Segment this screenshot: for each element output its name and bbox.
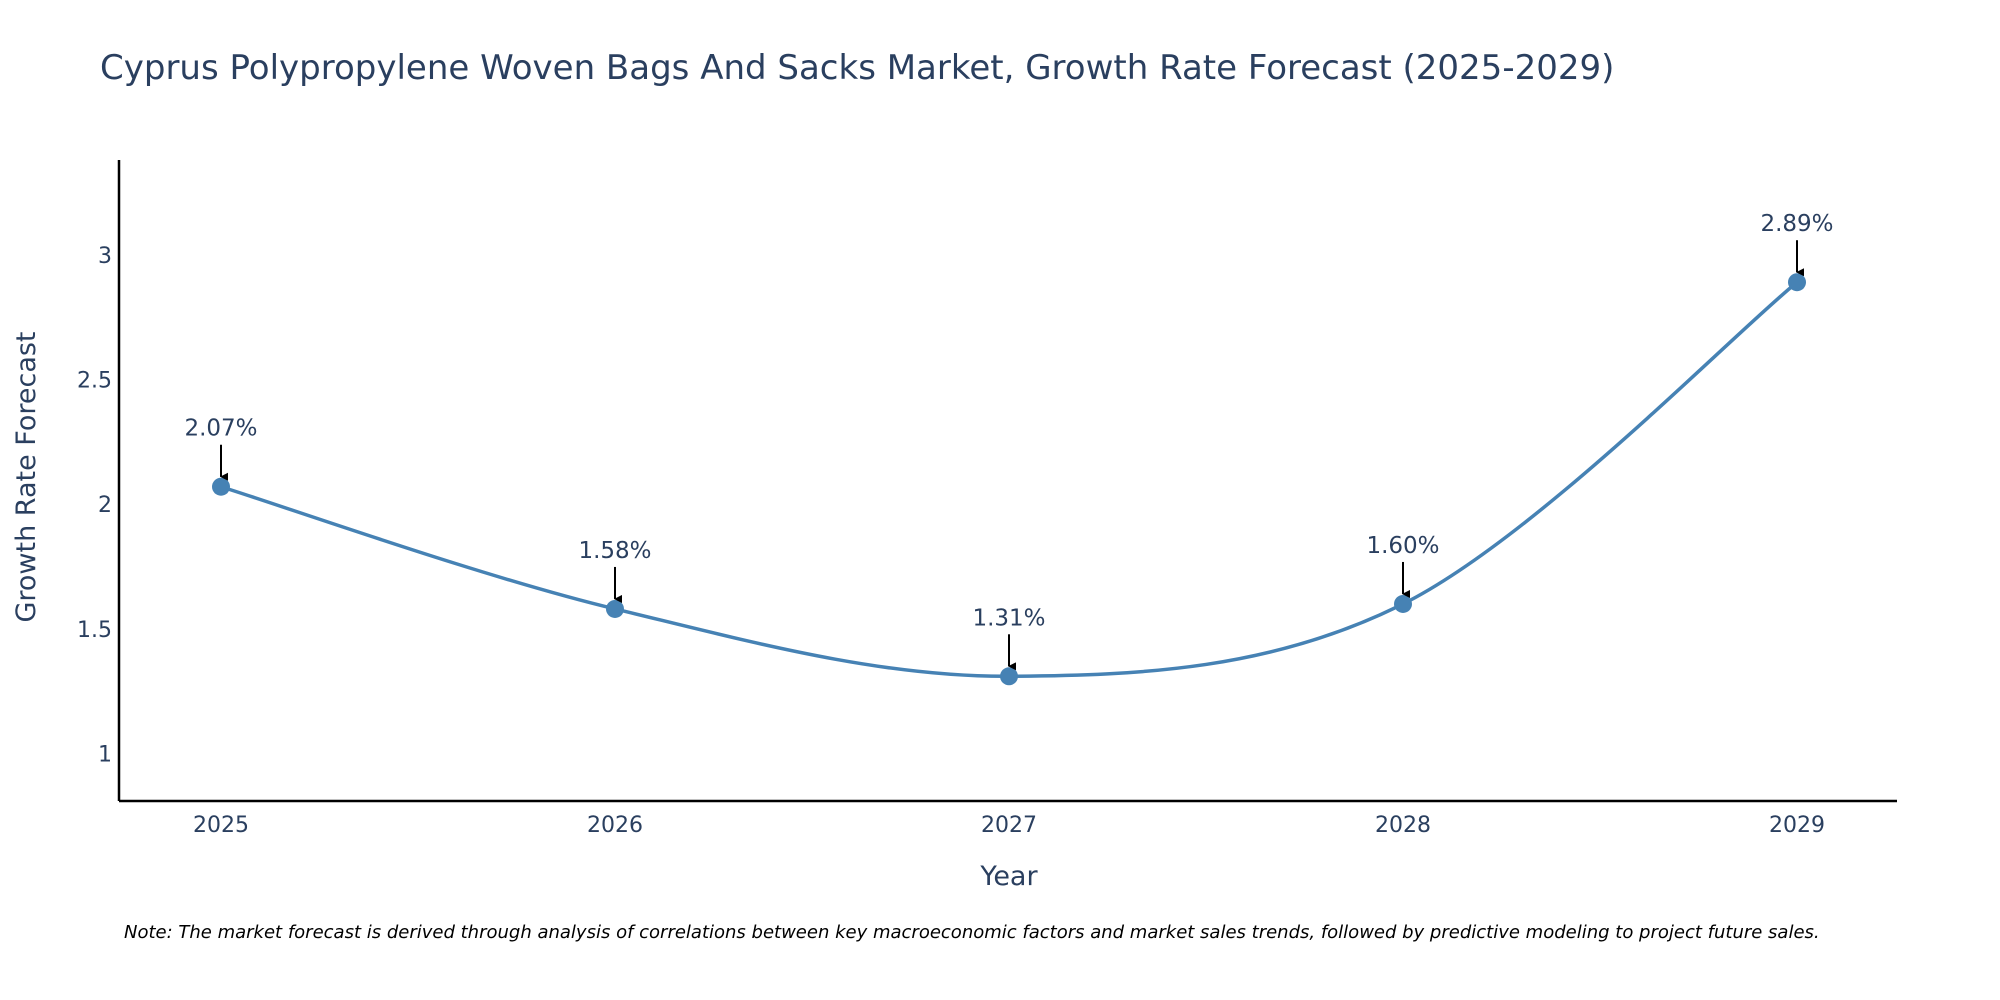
data-label: 1.58% [578,538,651,564]
data-point[interactable] [212,477,230,496]
chart-title: Cyprus Polypropylene Woven Bags And Sack… [100,48,1614,88]
data-point[interactable] [1000,667,1018,686]
x-tick-label: 2027 [981,813,1037,838]
data-label: 1.60% [1366,533,1439,559]
x-axis-title: Year [979,861,1038,892]
plot-area: 1 1.5 2 2.5 3 2025 2026 2027 2028 2029 2.07% 1.58% 1… [77,160,1897,838]
y-tick-label: 1.5 [77,618,112,643]
data-point[interactable] [1788,273,1806,292]
data-point[interactable] [606,599,624,618]
x-tick-label: 2026 [587,813,643,838]
data-label: 2.89% [1760,211,1833,237]
y-tick-label: 2.5 [77,368,112,393]
footnote: Note: The market forecast is derived thr… [124,922,1820,943]
data-label: 2.07% [184,416,257,442]
data-point[interactable] [1394,594,1412,613]
y-axis-title: Growth Rate Forecast [11,331,42,622]
data-label: 1.31% [972,605,1045,631]
y-tick-label: 2 [98,493,112,518]
x-tick-label: 2029 [1769,813,1825,838]
x-tick-label: 2025 [193,813,249,838]
y-tick-label: 3 [98,244,112,269]
y-tick-label: 1 [98,743,112,768]
x-tick-label: 2028 [1375,813,1431,838]
